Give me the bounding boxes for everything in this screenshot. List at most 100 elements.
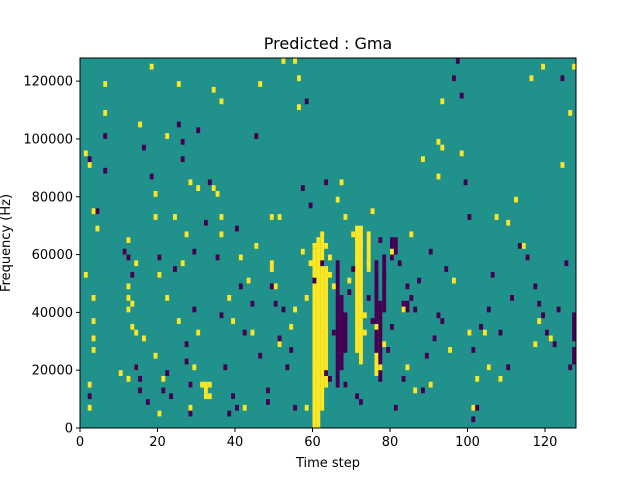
heatmap-band-low (378, 300, 383, 382)
heatmap-cell-low (517, 243, 522, 249)
heatmap-cell-low (188, 381, 193, 388)
heatmap-cell-low (556, 306, 561, 313)
heatmap-cell-low (366, 295, 371, 301)
heatmap-cell-low (196, 127, 201, 134)
heatmap-cell-low (421, 387, 425, 394)
heatmap-cell-low (242, 329, 247, 336)
heatmap-cell-low (324, 370, 329, 376)
heatmap-cell-low (231, 393, 236, 400)
heatmap-cell-high (207, 381, 212, 388)
heatmap-cell-low (149, 173, 154, 180)
heatmap-cell-low (417, 277, 422, 284)
heatmap-cell-low (215, 254, 220, 261)
heatmap-cell-low (355, 393, 360, 400)
heatmap-cell-high (200, 381, 205, 388)
heatmap-cell-high (153, 352, 158, 359)
heatmap-cell-low (331, 329, 336, 336)
heatmap-cell-high (204, 381, 208, 388)
heatmap-cell-high (103, 110, 108, 116)
heatmap-cell-high (130, 300, 135, 307)
heatmap-cell-high (529, 75, 534, 82)
heatmap-cell-high (351, 231, 356, 238)
heatmap-cell-high (87, 162, 92, 168)
heatmap-cell-high (83, 150, 88, 157)
heatmap-cell-high (289, 323, 294, 330)
heatmap-cell-low (552, 341, 557, 348)
heatmap-cell-high (126, 295, 131, 301)
heatmap-cell-high (537, 318, 542, 324)
heatmap-cell-low (204, 219, 208, 226)
heatmap-cell-high (436, 138, 441, 145)
heatmap-cell-high (316, 271, 321, 278)
heatmap-cell-low (103, 133, 108, 139)
x-tick-label: 0 (76, 435, 84, 450)
heatmap-cell-high (452, 277, 456, 284)
heatmap-cell-low (506, 364, 511, 371)
heatmap-cell-high (227, 295, 232, 301)
heatmap-cell-low (165, 370, 170, 376)
x-tick-label: 100 (455, 435, 480, 450)
heatmap-cell-high (428, 381, 433, 388)
heatmap-band-high (359, 225, 363, 365)
heatmap-cell-low (560, 75, 565, 82)
heatmap-cell-high (378, 364, 383, 371)
y-tick-label: 60000 (32, 248, 73, 263)
heatmap-cell-high (521, 243, 526, 249)
heatmap-cell-high (304, 295, 309, 301)
heatmap-cell-high (176, 318, 181, 324)
heatmap-cell-high (165, 295, 170, 301)
heatmap-cell-high (83, 271, 88, 278)
heatmap-cell-low (486, 306, 491, 313)
heatmap-cell-high (215, 190, 220, 197)
heatmap-cell-high (343, 214, 348, 220)
heatmap-cell-high (207, 393, 212, 400)
heatmap-cell-high (254, 243, 259, 249)
y-tick-label: 120000 (23, 75, 73, 90)
heatmap-cell-high (568, 110, 573, 116)
x-tick-label: 20 (149, 435, 166, 450)
heatmap-band-low (374, 260, 379, 353)
heatmap-cell-high (91, 347, 96, 353)
heatmap-cell-high (188, 404, 193, 411)
heatmap-cell-low (432, 335, 437, 342)
heatmap-cell-low (227, 410, 232, 417)
plot-frame (79, 57, 577, 429)
y-axis: 0 20000 40000 60000 80000 100000 120000 (23, 75, 80, 437)
heatmap-cell-high (304, 404, 309, 411)
heatmap-cell-high (355, 254, 360, 261)
heatmap-cell-high (355, 237, 360, 243)
heatmap-cell-low (541, 312, 546, 319)
heatmap-cell-low (223, 364, 228, 371)
heatmap-cell-low (235, 404, 239, 411)
heatmap-cell-low (490, 271, 495, 278)
heatmap-cell-low (277, 335, 282, 342)
heatmap-cell-low (568, 364, 573, 371)
heatmap-cell-high (91, 318, 96, 324)
heatmap-cell-high (459, 150, 464, 157)
heatmap-cell-high (192, 364, 197, 371)
heatmap-cell-high (173, 214, 177, 220)
heatmap-band-high (355, 225, 360, 353)
heatmap-cell-high (328, 271, 332, 278)
heatmap-cell-high (548, 335, 553, 342)
heatmap-cell-high (335, 196, 340, 203)
heatmap-cell-low (235, 225, 239, 232)
heatmap-cell-high (328, 254, 332, 261)
heatmap-cell-low (103, 167, 108, 174)
heatmap-cell-high (359, 306, 363, 313)
heatmap-cell-high (142, 335, 146, 342)
heatmap-cell-low (293, 404, 298, 411)
heatmap-cell-low (138, 375, 143, 382)
heatmap-cell-high (246, 277, 251, 284)
heatmap-cell-low (370, 318, 375, 324)
heatmap-cell-low (254, 133, 259, 139)
heatmap-cell-high (362, 312, 367, 319)
heatmap-cell-high (157, 271, 162, 278)
heatmap-cell-high (219, 214, 224, 220)
heatmap-cell-high (273, 283, 278, 290)
heatmap-cell-high (126, 283, 131, 290)
heatmap-band-high (312, 248, 317, 428)
heatmap-cell-high (324, 318, 329, 324)
heatmap-cell-high (277, 214, 282, 220)
heatmap-cell-low (300, 185, 305, 191)
